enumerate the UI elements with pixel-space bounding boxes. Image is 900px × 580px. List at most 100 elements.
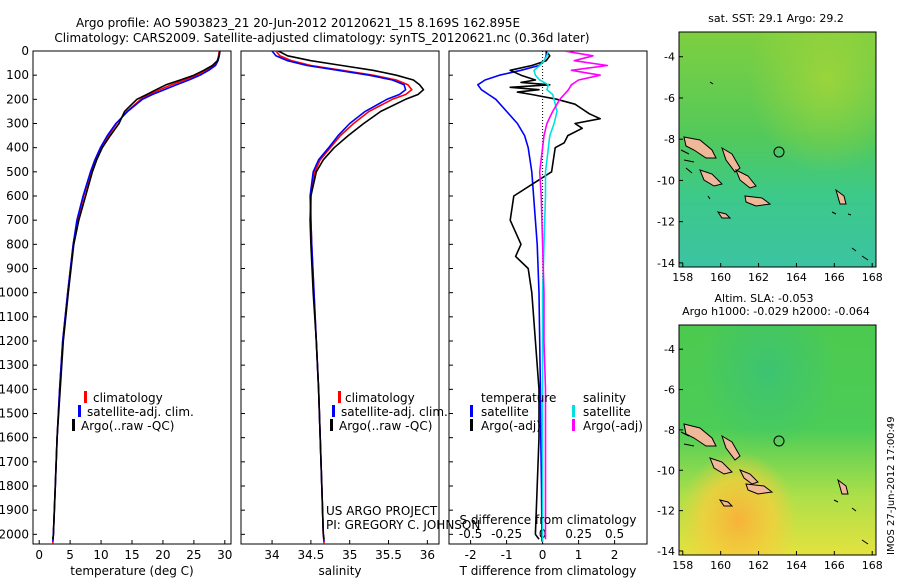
salinity-legend-argo-swatch [330,419,333,431]
sla-map-frame [678,324,877,556]
map-lat-tick-label: -14 [657,545,675,558]
difference-legend-s-argo-label: Argo(-adj) [583,419,643,433]
difference-series-s-satellite [533,51,558,542]
salinity-x-tick-label: 34.5 [298,548,325,562]
depth-tick-label: 200 [6,92,29,106]
salinity-x-tick-label: 35.5 [375,548,402,562]
figure-title-line-2: Climatology: CARS2009. Satellite-adjuste… [54,31,589,45]
difference-y-ticks [449,50,453,535]
difference-legend-t-satellite-label: satellite [481,405,529,419]
salinity-x-tick-label: 35 [342,548,357,562]
imos-timestamp: IMOS 27-Jun-2012 17:00:49 [886,416,897,555]
map-lat-tick-label: -12 [657,505,675,518]
difference-series-s-argo-adj [538,51,609,540]
temperature-series-satellite-adj-clim [52,51,221,542]
map-lat-tick-label: -4 [664,343,675,356]
sla-island-santa-isabel [738,469,759,485]
depth-tick-label: 600 [6,189,29,203]
difference-series-t-argo-adj [509,51,602,540]
map-lat-tick-label: -8 [664,424,675,437]
salinity-legend-satellite-label: satellite-adj. clim. [341,405,448,419]
sla-map-reefs [680,431,869,545]
salinity-legend: climatology satellite-adj. clim. Argo(..… [330,391,448,433]
depth-tick-label: 300 [6,117,29,131]
salinity-x-tick-label: 36 [420,548,435,562]
sla-map-subtitle: Argo h1000: -0.029 h2000: -0.064 [682,305,870,318]
temperature-xlabel: temperature (deg C) [70,564,193,578]
depth-tick-label: 1500 [0,407,29,421]
salinity-legend-satellite-swatch [332,405,335,417]
difference-s-tick-label: 0.5 [605,527,624,541]
sla-reef-1 [680,431,869,545]
temperature-series-group [52,51,221,544]
temperature-legend: climatology satellite-adj. clim. Argo(..… [72,391,194,433]
temperature-legend-argo-swatch [72,419,75,431]
sla-map-axes: 158 160 162 164 166 168 -14 -12 -10 -8 -6 -4 [657,343,883,572]
map-lon-tick-label: 158 [672,559,693,572]
salinity-y-ticks [241,50,245,535]
sst-map-title: sat. SST: 29.1 Argo: 29.2 [708,12,844,25]
map-lat-tick-label: -4 [664,51,675,64]
difference-series-group [476,51,609,544]
depth-tick-label: 100 [6,68,29,82]
difference-legend-temperature-title: temperature [481,391,556,405]
map-lat-tick-label: -6 [664,92,675,105]
difference-plot-frame [448,50,648,545]
sst-island-santa-isabel [735,168,757,189]
sla-island-malaita [837,478,849,495]
salinity-xlabel: salinity [318,564,361,578]
map-lon-tick-label: 162 [748,271,769,284]
salinity-x-axis: 34 34.5 35 35.5 36 [264,540,435,562]
difference-x-tick-label: 0 [539,548,547,562]
salinity-series-satellite-adj-clim [271,51,407,542]
depth-tick-label: 700 [6,213,29,227]
depth-axis: 0 100 200 300 400 500 600 700 800 900 1000 1100 1200… [0,44,37,541]
map-lat-tick-label: -8 [664,133,675,146]
map-lat-tick-label: -10 [657,174,675,187]
sst-island-guadalcanal [744,195,772,207]
depth-tick-label: 1400 [0,382,29,396]
map-lon-tick-label: 166 [824,559,845,572]
difference-legend-s-argo-swatch [572,419,575,431]
depth-tick-label: 0 [21,44,29,58]
depth-tick-label: 400 [6,141,29,155]
sla-map-float-marker [773,435,785,447]
depth-tick-label: 1900 [0,503,29,517]
depth-tick-label: 1000 [0,286,29,300]
salinity-series-climatology [275,51,413,544]
difference-legend-t-satellite-swatch [470,405,473,417]
sla-map-islands [683,423,849,507]
sst-map: 158 160 162 164 166 168 -14 -12 -10 -8 -6 -4 [657,31,883,284]
sst-map-islands [683,136,847,219]
difference-s-tick-label: -0.5 [459,527,482,541]
temperature-x-tick-label: 10 [93,548,108,562]
map-lon-tick-label: 168 [862,559,883,572]
map-lat-tick-label: -12 [657,216,675,229]
sla-island-new-georgia [709,457,733,475]
figure-title-line-1: Argo profile: AO 5903823_21 20-Jun-2012 … [76,16,520,30]
salinity-legend-argo-label: Argo(..raw -QC) [339,419,432,433]
temperature-legend-satellite-swatch [78,405,81,417]
difference-x-tick-label: -1 [501,548,513,562]
depth-tick-label: 1300 [0,358,29,372]
sst-map-frame [678,31,877,268]
difference-s-tick-label: -0.25 [491,527,522,541]
temperature-x-tick-label: 25 [186,548,201,562]
sst-reef-2 [831,211,869,261]
salinity-series-group [271,51,425,544]
map-lon-tick-label: 164 [786,559,807,572]
temperature-x-tick-label: 30 [217,548,232,562]
salinity-plot-frame [240,50,440,545]
sst-map-reefs [680,81,869,261]
difference-legend-s-satellite-swatch [572,405,575,417]
sla-island-guadalcanal [745,483,774,495]
map-lon-tick-label: 166 [824,271,845,284]
depth-tick-label: 900 [6,262,29,276]
temperature-x-tick-label: 5 [66,548,74,562]
salinity-series-argo-raw-qc [277,51,425,540]
map-lon-tick-label: 162 [748,559,769,572]
difference-x-tick-label: 1 [575,548,583,562]
depth-tick-label: 1700 [0,455,29,469]
depth-tick-label: 2000 [0,527,29,541]
difference-legend-t-argo-label: Argo(-adj) [481,419,541,433]
